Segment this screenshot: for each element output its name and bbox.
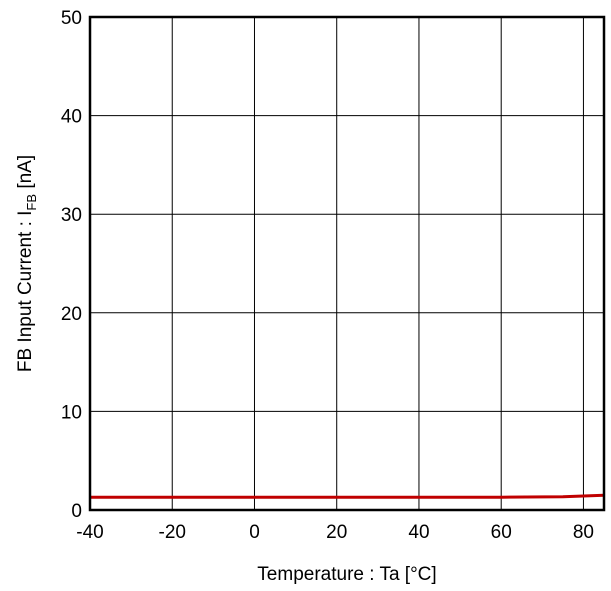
x-tick-label: 0 xyxy=(249,522,260,543)
x-tick-label: -40 xyxy=(76,522,103,543)
y-axis-title-tail: [nA] xyxy=(15,155,36,194)
x-tick-label: 40 xyxy=(408,522,429,543)
y-axis-title: FB Input Current : IFB [nA] xyxy=(15,155,39,372)
y-tick-label: 20 xyxy=(61,304,82,325)
y-tick-label: 50 xyxy=(61,8,82,29)
series-layer xyxy=(90,493,605,499)
grid-layer xyxy=(90,17,604,510)
y-tick-label: 10 xyxy=(61,402,82,423)
x-tick-label: 20 xyxy=(326,522,347,543)
y-tick-label: 30 xyxy=(61,205,82,226)
x-axis-title: Temperature : Ta [°C] xyxy=(257,564,436,585)
y-tick-label: 40 xyxy=(61,107,82,128)
y-axis-title-subscript: FB xyxy=(24,194,39,211)
y-axis-title-main: FB Input Current : I xyxy=(15,211,36,373)
x-tick-label: 60 xyxy=(491,522,512,543)
y-tick-labels: 0 10 20 30 40 50 xyxy=(61,8,82,522)
x-tick-labels: -40 -20 0 20 40 60 80 xyxy=(76,522,594,543)
x-tick-label: -20 xyxy=(159,522,186,543)
series-line xyxy=(90,493,605,499)
y-tick-label: 0 xyxy=(71,501,82,522)
x-tick-label: 80 xyxy=(573,522,594,543)
plot-frame xyxy=(88,15,606,512)
